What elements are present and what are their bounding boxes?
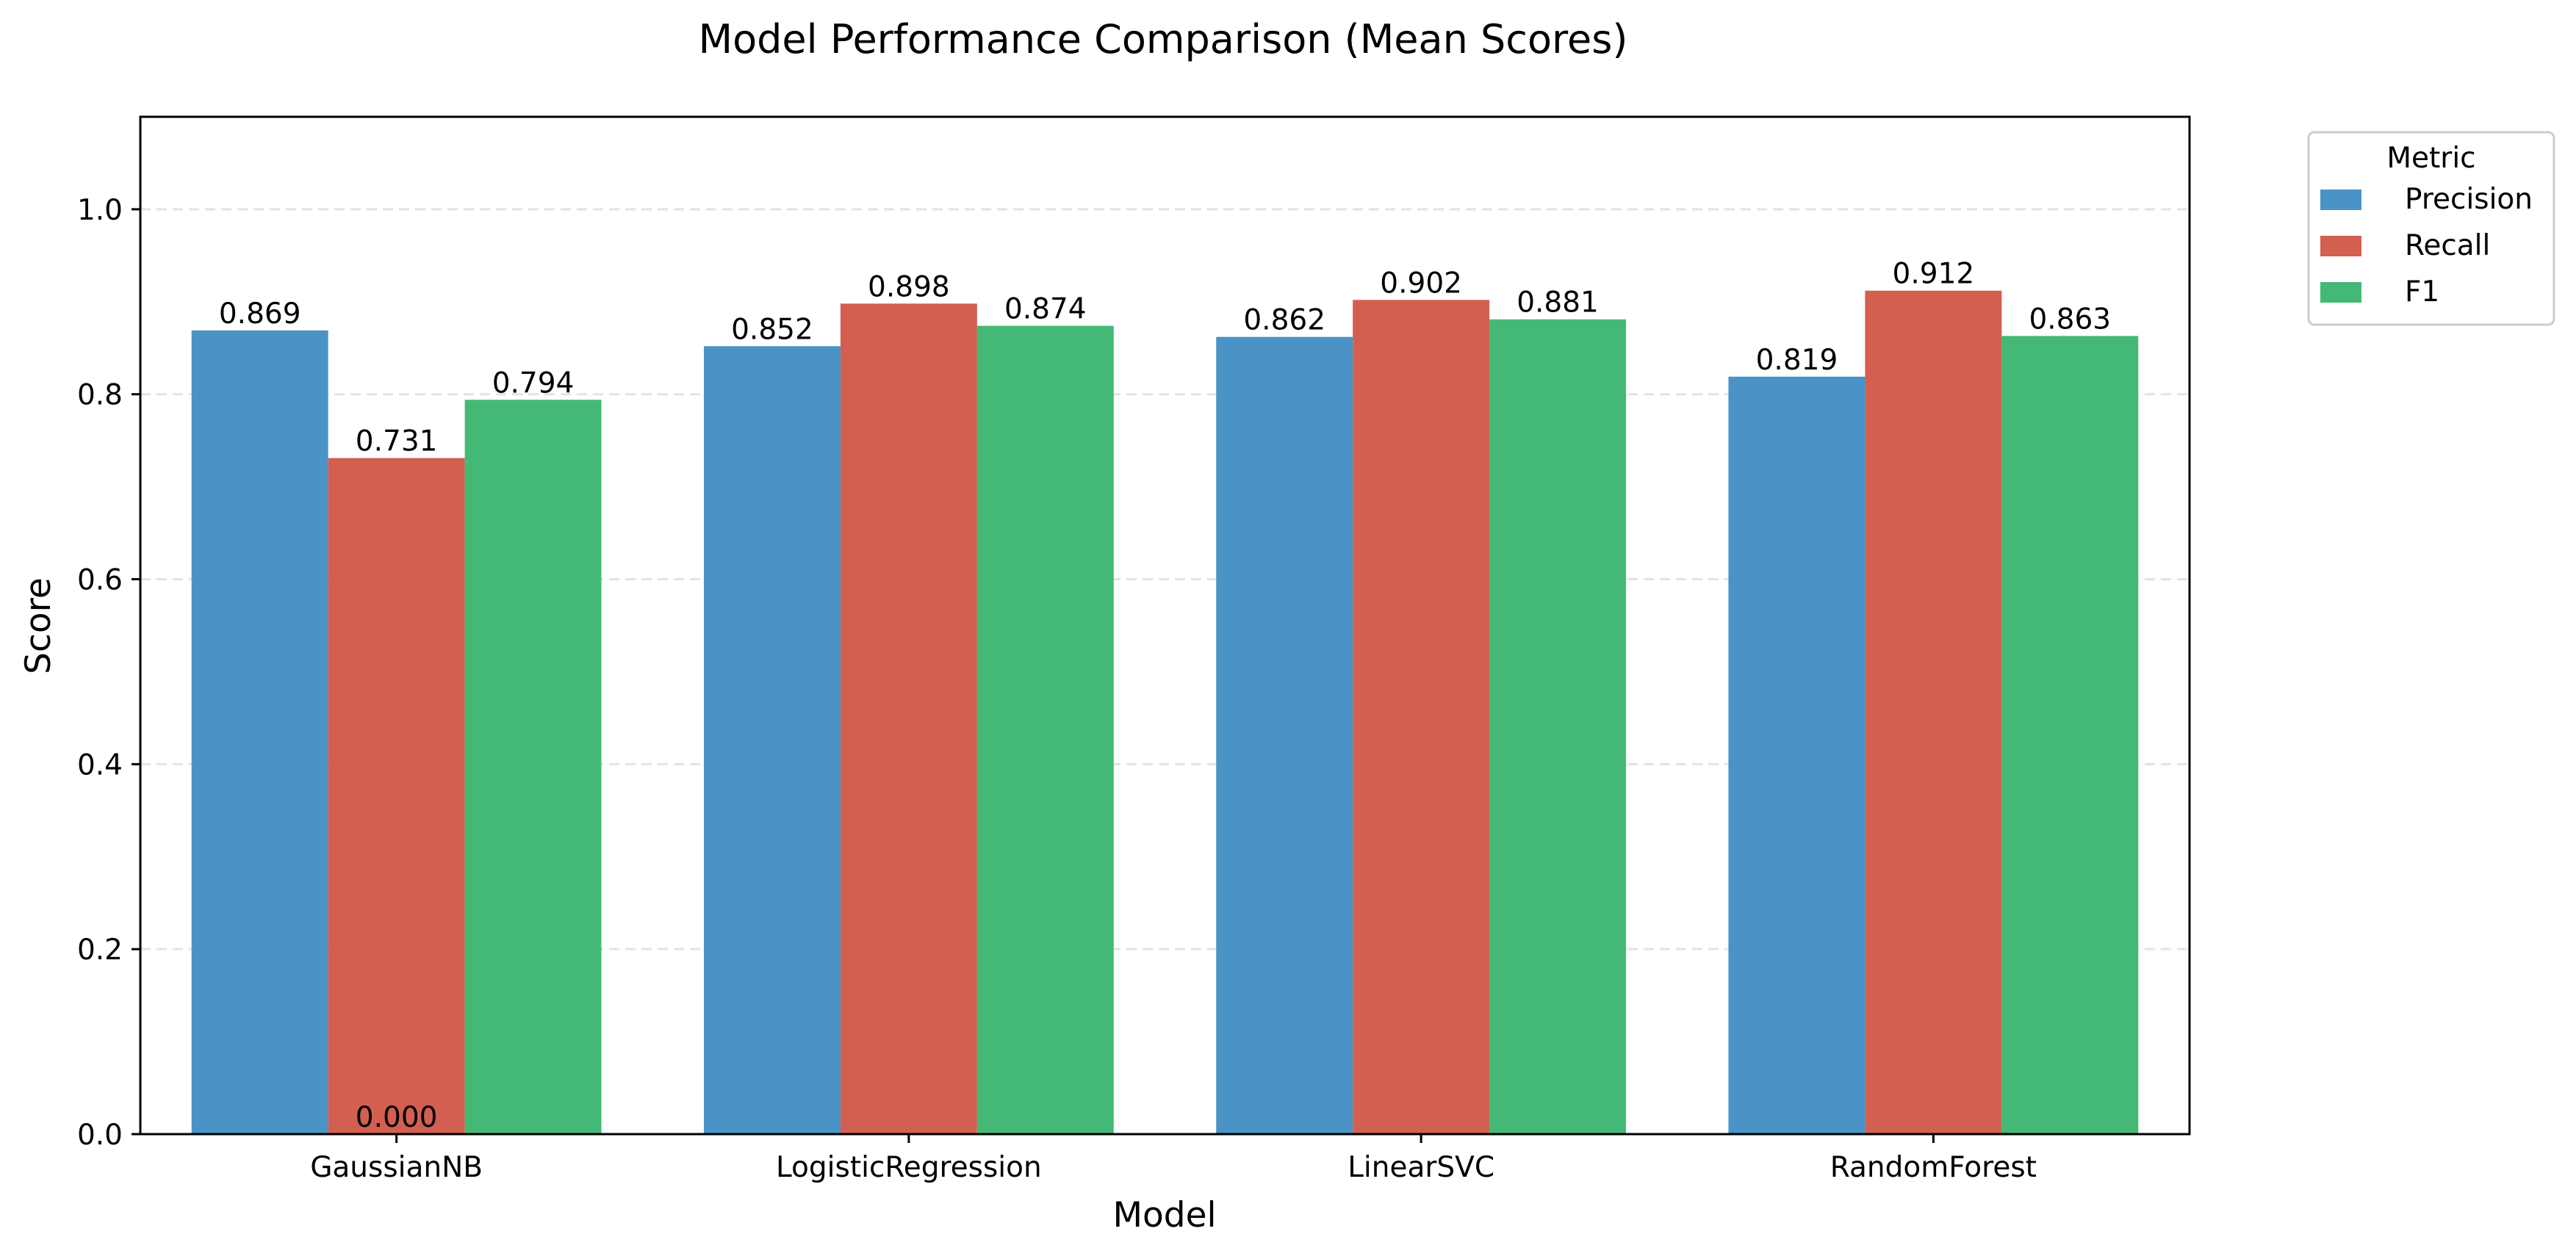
data-label: 0.863 [2029, 303, 2111, 336]
y-tick-label: 0.0 [77, 1119, 123, 1152]
y-axis-label: Score [18, 577, 59, 674]
y-tick-label: 0.8 [77, 379, 123, 412]
legend-label-precision: Precision [2405, 183, 2533, 216]
y-tick-label: 0.6 [77, 564, 123, 597]
data-label: 0.874 [1004, 293, 1087, 326]
data-label: 0.881 [1517, 286, 1599, 320]
bar-f1-randomforest [2001, 336, 2139, 1134]
data-label: 0.902 [1380, 267, 1462, 300]
legend-items: Precision Recall F1 [2320, 183, 2533, 309]
y-tick-label: 1.0 [77, 194, 123, 227]
bar-precision-linearsvc [1216, 336, 1353, 1135]
legend-title: Metric [2386, 142, 2475, 175]
y-tick-label: 0.4 [77, 748, 123, 782]
chart-title: Model Performance Comparison (Mean Score… [699, 16, 1628, 62]
bar-f1-gaussiannb [464, 400, 602, 1134]
x-tick-label: LogisticRegression [776, 1151, 1042, 1184]
y-tick-label: 0.2 [77, 934, 123, 967]
legend-swatch-recall [2320, 236, 2361, 256]
x-tick-label: LinearSVC [1348, 1151, 1494, 1184]
bar-f1-logisticregression [976, 325, 1114, 1134]
data-label: 0.898 [868, 270, 950, 303]
x-axis-label: Model [1112, 1195, 1216, 1235]
legend-label-f1: F1 [2405, 275, 2439, 309]
data-label: 0.794 [492, 367, 575, 400]
legend-swatch-f1 [2320, 282, 2361, 303]
bar-precision-gaussiannb [191, 330, 328, 1135]
data-label: 0.869 [219, 297, 301, 331]
data-labels: 0.869 0.731 0.794 0.852 0.898 0.874 0.862 0.902… [219, 258, 2111, 1134]
data-label-extra: 0.000 [356, 1101, 438, 1134]
bar-recall-logisticregression [840, 303, 977, 1134]
bar-recall-randomforest [1865, 290, 2002, 1134]
bar-f1-linearsvc [1489, 319, 1627, 1134]
bar-precision-logisticregression [703, 346, 841, 1135]
data-label: 0.862 [1243, 304, 1325, 337]
x-tick-label: GaussianNB [310, 1151, 483, 1184]
bars [191, 290, 2139, 1135]
data-label: 0.852 [731, 313, 813, 346]
data-label: 0.912 [1893, 258, 1975, 291]
bar-recall-gaussiannb [328, 458, 465, 1134]
plot-frame [139, 115, 2191, 1136]
legend-label-recall: Recall [2405, 229, 2490, 262]
x-tick-label: RandomForest [1830, 1151, 2037, 1184]
data-label: 0.819 [1756, 344, 1838, 377]
data-label: 0.731 [356, 425, 438, 458]
bar-recall-linearsvc [1353, 300, 1490, 1134]
bar-precision-randomforest [1728, 376, 1866, 1134]
legend-box [2307, 131, 2555, 326]
legend: Metric Precision Recall F1 [2307, 131, 2555, 326]
axis-ticks: 0.0 0.2 0.4 0.6 0.8 1.0 GaussianNB LogisticRegr… [77, 194, 2037, 1184]
legend-swatch-precision [2320, 190, 2361, 210]
